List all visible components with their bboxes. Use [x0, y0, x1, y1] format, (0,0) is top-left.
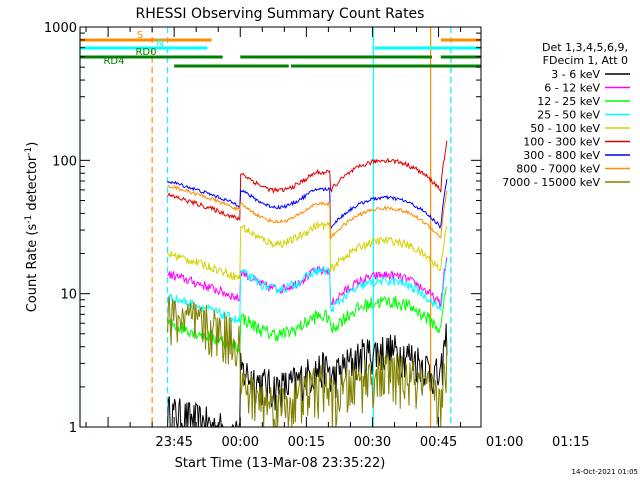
series-line: [167, 140, 448, 222]
y-axis-label-sup2: -1: [24, 147, 34, 156]
legend-label: 12 - 25 keV: [537, 95, 600, 108]
series-group: [167, 140, 448, 429]
y-axis-label-sup1: -1: [24, 215, 34, 224]
vertical-markers: [79, 27, 452, 427]
legend-header-line-1: Det 1,3,4,5,6,9,: [542, 41, 628, 54]
legend-header-line-2: FDecim 1, Att 0: [543, 54, 628, 67]
y-tick-label: 1000: [44, 21, 77, 36]
x-tick-label: 23:45: [155, 435, 192, 450]
series-line: [167, 178, 448, 230]
y-axis-label-mid: detector: [25, 155, 40, 215]
y-axis-label-main: Count Rate (s: [25, 224, 40, 313]
flag-label: RD0: [135, 47, 156, 58]
legend-label: 50 - 100 keV: [530, 122, 600, 135]
y-tick-label: 1: [69, 421, 77, 436]
x-axis-label: Start Time (13-Mar-08 23:35:22): [175, 456, 386, 471]
flag-label: S: [137, 30, 143, 41]
series-line: [167, 184, 448, 240]
timestamp: 14-Oct-2021 01:05: [572, 468, 638, 476]
plot-frame: [79, 26, 482, 428]
flag-label: RD4: [103, 56, 124, 67]
legend-label: 3 - 6 keV: [551, 68, 600, 81]
legend-label: 7000 - 15000 keV: [502, 176, 600, 189]
x-tick-label: 00:00: [222, 435, 259, 450]
flag-label: N: [156, 38, 163, 49]
series-line: [167, 295, 448, 428]
legend-label: 300 - 800 keV: [523, 149, 600, 162]
x-axis: 23:45 00:00 00:15 00:30 00:45 01:00 01:15: [85, 27, 589, 450]
x-tick-label: 01:15: [552, 435, 589, 450]
chart-title: RHESSI Observing Summary Count Rates: [136, 6, 425, 22]
y-tick-label: 100: [52, 154, 77, 169]
legend: Det 1,3,4,5,6,9, FDecim 1, Att 0 3 - 6 k…: [502, 41, 630, 189]
legend-label: 25 - 50 keV: [537, 109, 600, 122]
x-tick-label: 01:00: [486, 435, 523, 450]
series-line: [167, 286, 448, 355]
y-tick-label: 10: [60, 288, 77, 303]
x-tick-label: 00:15: [288, 435, 325, 450]
series-line: [167, 220, 448, 280]
y-axis: 1 10 100 1000: [44, 21, 481, 436]
legend-label: 6 - 12 keV: [544, 82, 600, 95]
x-tick-label: 00:30: [354, 435, 391, 450]
y-axis-label: Count Rate (s-1 detector-1): [24, 142, 40, 313]
legend-label: 800 - 7000 keV: [516, 163, 600, 176]
x-tick-label: 00:45: [420, 435, 457, 450]
legend-label: 100 - 300 keV: [523, 136, 600, 149]
y-axis-label-end: ): [25, 142, 40, 147]
